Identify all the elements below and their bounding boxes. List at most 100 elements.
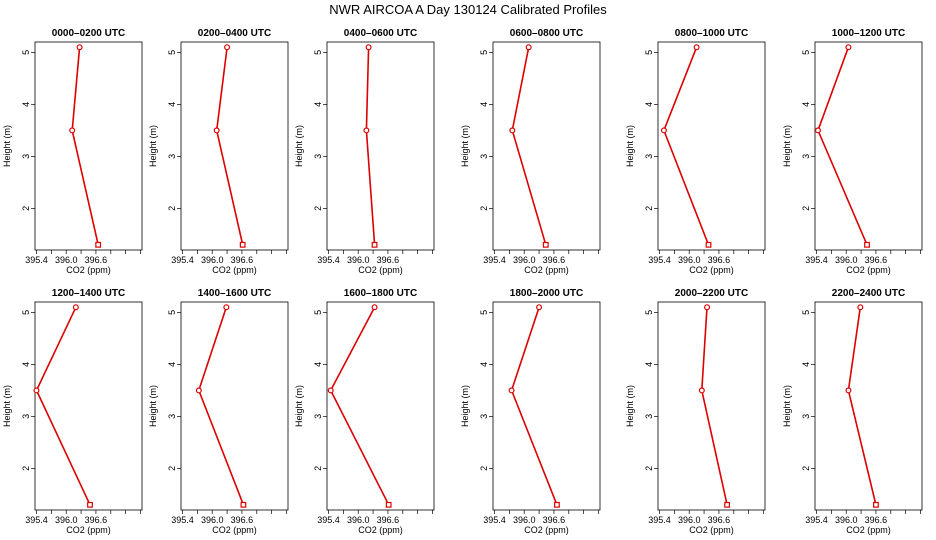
x-tick-label: 396.6: [708, 515, 731, 525]
data-point: [365, 44, 372, 51]
plot-frame: [814, 41, 923, 251]
data-point: [693, 44, 700, 51]
data-point: [845, 44, 852, 51]
data-point: [72, 304, 79, 311]
y-tick-label: 2: [644, 206, 654, 211]
y-tick-label: 2: [313, 466, 323, 471]
x-tick-label: 395.4: [483, 515, 506, 525]
data-point: [873, 501, 879, 508]
x-tick-label: 396.0: [513, 255, 536, 265]
panel-title: 2200–2400 UTC: [832, 288, 905, 299]
x-tick-label: 396.6: [708, 255, 731, 265]
x-tick-label: 396.0: [347, 255, 370, 265]
profile-line: [663, 46, 710, 246]
x-tick-label: 396.0: [347, 515, 370, 525]
y-tick-label: 4: [644, 362, 654, 367]
data-point: [724, 501, 731, 508]
x-tick-label: 396.6: [865, 515, 888, 525]
data-point: [698, 387, 705, 394]
x-tick-label: 396.0: [55, 515, 78, 525]
panel-title: 0200–0400 UTC: [198, 28, 271, 39]
panel-6: 1000–1200 UTC 395.4 396.0 396.6 2 3 4 5 CO2 (ppm…: [782, 28, 923, 275]
y-tick-label: 2: [801, 466, 811, 471]
y-tick-label: 4: [313, 362, 323, 367]
panel-title: 1800–2000 UTC: [510, 288, 583, 299]
panel-11: 2000–2200 UTC 395.4 396.0 396.6 2 3 4 5 CO2 (ppm…: [625, 288, 766, 535]
data-point: [69, 127, 76, 134]
panel-10: 1800–2000 UTC 395.4 396.0 396.6 2 3 4 5 CO2 (ppm…: [460, 288, 601, 535]
x-tick-label: 395.4: [805, 515, 828, 525]
y-axis-label: Height (m): [2, 385, 12, 427]
data-point: [195, 387, 202, 394]
y-tick-label: 3: [21, 154, 31, 159]
y-axis-label: Height (m): [460, 125, 470, 167]
y-tick-label: 3: [167, 414, 177, 419]
x-tick-label: 396.6: [865, 255, 888, 265]
x-tick-label: 396.0: [201, 255, 224, 265]
y-tick-label: 5: [167, 50, 177, 55]
y-axis-label: Height (m): [148, 125, 158, 167]
y-tick-label: 4: [313, 102, 323, 107]
y-tick-label: 5: [479, 50, 489, 55]
y-tick-label: 4: [167, 362, 177, 367]
x-axis-label: CO2 (ppm): [689, 265, 734, 275]
x-tick-label: 395.4: [171, 255, 194, 265]
plot-frame: [326, 301, 435, 511]
x-axis-label: CO2 (ppm): [846, 265, 891, 275]
y-tick-label: 5: [644, 50, 654, 55]
figure-title: NWR AIRCOA A Day 130124 Calibrated Profi…: [329, 2, 607, 17]
data-point: [845, 387, 852, 394]
x-tick-label: 395.4: [648, 255, 671, 265]
plot-frame: [180, 301, 289, 511]
y-tick-label: 4: [801, 102, 811, 107]
y-tick-label: 4: [644, 102, 654, 107]
y-axis-label: Height (m): [782, 385, 792, 427]
x-tick-label: 396.0: [201, 515, 224, 525]
y-tick-label: 3: [644, 414, 654, 419]
panel-title: 0000–0200 UTC: [52, 28, 125, 39]
data-point: [554, 501, 560, 508]
y-tick-label: 4: [21, 362, 31, 367]
panel-title: 1400–1600 UTC: [198, 288, 271, 299]
y-tick-label: 2: [167, 206, 177, 211]
x-axis-label: CO2 (ppm): [212, 525, 257, 535]
data-point: [95, 241, 102, 248]
panel-1: 0000–0200 UTC 395.4 396.0 396.6 2 3 4 5 CO2 (ppm…: [2, 28, 143, 275]
y-tick-label: 5: [21, 50, 31, 55]
y-tick-label: 3: [167, 154, 177, 159]
y-tick-label: 4: [479, 102, 489, 107]
y-tick-label: 2: [313, 206, 323, 211]
plot-frame: [492, 301, 601, 511]
y-tick-label: 4: [479, 362, 489, 367]
profile-line: [817, 46, 868, 246]
x-tick-label: 396.0: [835, 515, 858, 525]
data-point: [864, 241, 870, 248]
y-tick-label: 5: [167, 310, 177, 315]
y-tick-label: 5: [479, 310, 489, 315]
plot-frame: [180, 41, 289, 251]
plot-frame: [492, 41, 601, 251]
data-point: [857, 304, 864, 311]
profile-line: [700, 307, 728, 505]
data-point: [371, 241, 378, 248]
panel-title: 1600–1800 UTC: [344, 288, 417, 299]
data-point: [525, 44, 532, 51]
x-tick-label: 395.4: [25, 515, 48, 525]
x-axis-label: CO2 (ppm): [358, 525, 403, 535]
y-axis-label: Height (m): [2, 125, 12, 167]
x-tick-label: 396.0: [55, 255, 78, 265]
y-axis-label: Height (m): [294, 385, 304, 427]
x-axis-label: CO2 (ppm): [66, 265, 111, 275]
x-tick-label: 395.4: [25, 255, 48, 265]
y-tick-label: 5: [801, 310, 811, 315]
data-point: [542, 241, 549, 248]
y-tick-label: 3: [479, 154, 489, 159]
profile-line: [215, 47, 244, 245]
x-axis-label: CO2 (ppm): [524, 265, 569, 275]
y-tick-label: 2: [167, 466, 177, 471]
panel-9: 1600–1800 UTC 395.4 396.0 396.6 2 3 4 5 CO2 (ppm…: [294, 288, 435, 535]
x-axis-label: CO2 (ppm): [689, 525, 734, 535]
panels: 0000–0200 UTC 395.4 396.0 396.6 2 3 4 5 CO2 (ppm…: [2, 28, 923, 535]
panel-4: 0600–0800 UTC 395.4 396.0 396.6 2 3 4 5 CO2 (ppm…: [460, 28, 601, 275]
